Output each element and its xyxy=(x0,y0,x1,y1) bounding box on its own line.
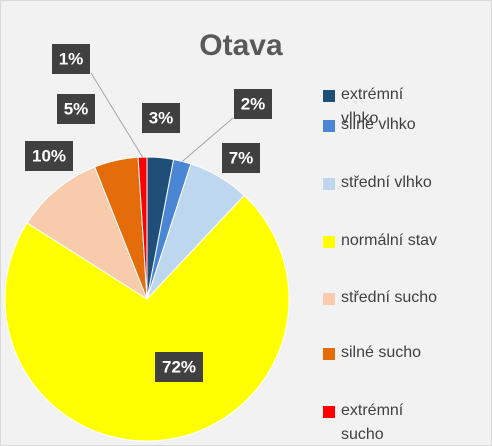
legend-swatch xyxy=(323,178,335,190)
legend-swatch xyxy=(323,348,335,360)
data-label-box xyxy=(57,94,95,124)
legend-label: silné sucho xyxy=(341,344,422,361)
legend-label: normální stav xyxy=(341,232,438,249)
legend-swatch xyxy=(323,236,335,248)
leader-line xyxy=(90,72,143,158)
data-label-box xyxy=(234,89,272,119)
legend-swatch xyxy=(323,120,335,132)
data-label-box xyxy=(222,143,260,173)
chart-title: Otava xyxy=(199,29,283,62)
legend-label: střední sucho xyxy=(341,289,438,306)
pie-slice xyxy=(26,166,149,301)
data-label: 7% xyxy=(229,148,254,167)
legend-swatch xyxy=(323,406,335,418)
leader-line xyxy=(181,117,234,162)
legend-label: střední vlhko xyxy=(341,174,432,191)
legend-swatch xyxy=(323,90,335,102)
data-label: 72% xyxy=(162,357,196,376)
data-label-box xyxy=(25,141,73,171)
pie-slice xyxy=(4,194,290,442)
data-label: 1% xyxy=(59,49,84,68)
legend-label: extrémní sucho xyxy=(341,402,404,443)
legend-swatch xyxy=(323,293,335,305)
data-label-box xyxy=(52,44,90,74)
legend-label: extrémní vlhko xyxy=(341,86,404,127)
data-label: 2% xyxy=(241,94,266,113)
legend-label: silné vlhko xyxy=(341,116,416,133)
data-label-box xyxy=(155,352,203,382)
data-label: 5% xyxy=(64,99,89,118)
data-label: 10% xyxy=(32,146,66,165)
data-label-box xyxy=(142,103,180,133)
data-label: 3% xyxy=(149,108,174,127)
